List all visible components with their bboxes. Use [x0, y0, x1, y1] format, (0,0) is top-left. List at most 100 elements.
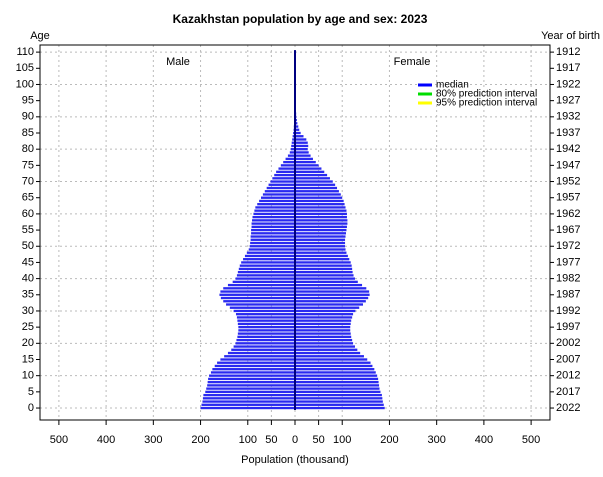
bar: [295, 300, 366, 303]
bar: [295, 358, 368, 361]
bar: [276, 170, 295, 173]
y-tick-label: 65: [22, 192, 34, 204]
bar: [295, 183, 336, 186]
bar: [202, 400, 295, 403]
bar: [295, 190, 339, 193]
bar: [295, 193, 341, 196]
bar: [295, 154, 311, 157]
bar: [252, 219, 295, 222]
y2-tick-label: 1997: [556, 321, 580, 333]
bar: [295, 364, 373, 368]
bar: [261, 196, 295, 199]
y2-tick-label: 1982: [556, 273, 580, 285]
bar: [295, 122, 298, 125]
bar: [295, 245, 346, 248]
bar: [295, 248, 346, 251]
bar: [295, 368, 375, 371]
bar: [295, 306, 360, 309]
y-tick-label: 40: [22, 273, 34, 285]
bar: [295, 384, 380, 387]
bar: [295, 319, 352, 322]
legend-label: 80% prediction interval: [436, 89, 537, 100]
y-tick-label: 70: [22, 175, 34, 187]
y-tick-label: 0: [28, 402, 34, 414]
bar: [295, 397, 383, 400]
y-tick-label: 50: [22, 240, 34, 252]
bar: [295, 173, 328, 177]
bar: [295, 283, 363, 287]
bar: [295, 186, 338, 190]
y2-tick-label: 1962: [556, 208, 580, 220]
bar: [295, 232, 346, 235]
bar: [295, 228, 347, 232]
bar: [295, 374, 378, 377]
bar: [227, 283, 295, 287]
y2-tick-label: 2012: [556, 370, 580, 382]
y-tick-label: 5: [28, 386, 34, 398]
bar: [295, 280, 358, 284]
bar: [250, 235, 295, 238]
bar: [295, 225, 347, 229]
plot-frame: [39, 44, 551, 421]
bar: [219, 293, 295, 296]
bar: [231, 348, 295, 351]
y2-tick-label: 1912: [556, 46, 580, 58]
y2-tick-label: 1937: [556, 127, 580, 139]
bar: [236, 316, 295, 319]
bar: [295, 290, 370, 293]
bar: [283, 160, 295, 164]
bar: [243, 258, 295, 261]
bar: [244, 254, 295, 258]
y-tick-label: 85: [22, 127, 34, 139]
bar: [287, 154, 295, 157]
bar: [295, 135, 304, 138]
bar: [210, 371, 295, 374]
bar: [295, 380, 379, 384]
bar: [236, 338, 295, 342]
bar: [238, 329, 295, 332]
x-tick-label: 400: [97, 434, 115, 446]
legend-label: median: [436, 80, 469, 91]
y-tick-label: 100: [16, 78, 34, 90]
bar: [295, 329, 351, 332]
bar: [295, 212, 347, 216]
bar: [280, 164, 295, 167]
y2-tick-label: 1952: [556, 175, 580, 187]
bar: [295, 267, 353, 271]
bar: [295, 313, 354, 316]
bar: [223, 300, 295, 303]
bar: [241, 261, 295, 264]
y-tick-label: 25: [22, 321, 34, 333]
bar: [295, 309, 356, 313]
bar: [295, 270, 353, 274]
y2-tick-label: 2022: [556, 402, 580, 414]
bar: [295, 393, 382, 397]
y2-tick-label: 1922: [556, 78, 580, 90]
bar: [248, 248, 295, 251]
bar: [295, 157, 313, 161]
bar: [272, 177, 295, 180]
female-label: Female: [394, 56, 431, 68]
bar: [295, 125, 299, 128]
x-tick-label: 400: [475, 434, 493, 446]
bar: [233, 309, 295, 313]
bar: [295, 274, 354, 277]
bar: [223, 287, 295, 290]
bar: [295, 335, 352, 339]
x-axis-label: Population (thousand): [241, 454, 349, 466]
bar: [295, 141, 308, 144]
bar: [262, 193, 295, 196]
bar: [251, 228, 295, 232]
bar: [227, 351, 295, 355]
x-tick-label: 0: [292, 434, 298, 446]
bar: [201, 403, 295, 406]
bar: [235, 277, 295, 280]
bar: [232, 280, 295, 284]
bar: [295, 371, 376, 374]
bar: [295, 170, 325, 173]
x-tick-label: 300: [144, 434, 162, 446]
bar: [233, 345, 295, 348]
y2-axis-label: Year of birth: [541, 30, 600, 42]
bar: [252, 215, 295, 219]
x-tick-label: 200: [191, 434, 209, 446]
